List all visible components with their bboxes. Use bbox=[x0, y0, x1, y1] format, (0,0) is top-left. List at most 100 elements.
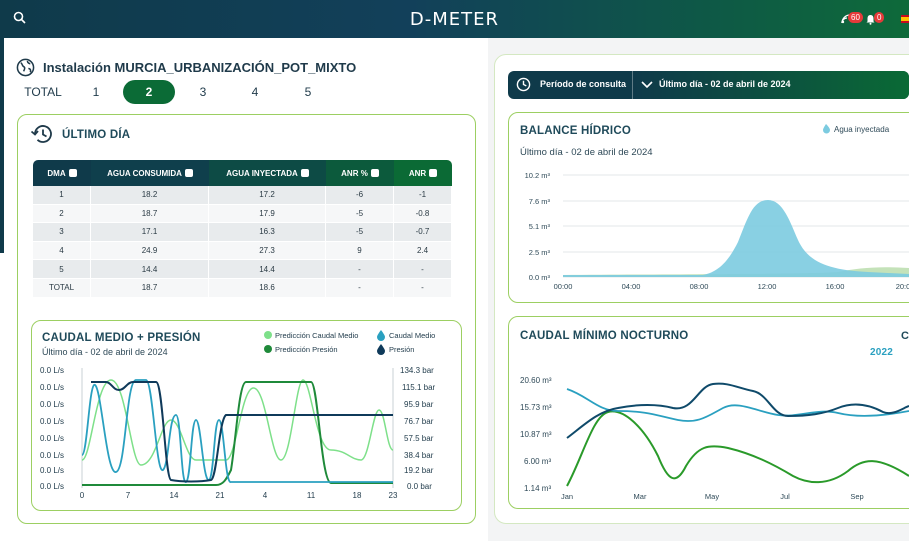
table-row[interactable]: 3 17.1 16.3 -5 -0.7 bbox=[33, 223, 452, 242]
sort-icon[interactable] bbox=[184, 169, 193, 178]
balance-chart: Agua inyectada 10.2 m³ 7.6 m³ 5.1 m³ 2.5… bbox=[525, 124, 909, 291]
nocturno-chart: 20.60 m³ 15.73 m³ 10.87 m³ 6.00 m³ 1.14 … bbox=[520, 376, 909, 501]
legend-pred-presion[interactable]: Predicción Presión bbox=[275, 345, 338, 354]
top-bar: D-METER 60 0 bbox=[0, 0, 909, 38]
y-tick: 6.00 m³ bbox=[524, 457, 551, 466]
search-icon[interactable] bbox=[12, 10, 28, 26]
caudal-presion-title: CAUDAL MEDIO + PRESIÓN bbox=[42, 332, 201, 344]
globe-icon bbox=[16, 58, 35, 77]
x-tick: Jan bbox=[561, 492, 573, 501]
legend-presion[interactable]: Presión bbox=[389, 345, 414, 354]
col-dma[interactable]: DMA bbox=[33, 160, 91, 186]
series-nocturno-teal[interactable] bbox=[566, 388, 909, 422]
series-nocturno-green[interactable] bbox=[566, 410, 909, 487]
period-dropdown[interactable]: Último día - 02 de abril de 2024 bbox=[633, 71, 909, 99]
x-tick: Sep bbox=[850, 492, 863, 501]
right-tick: 19.2 bar bbox=[404, 466, 434, 475]
left-tick: 0.0 L/s bbox=[40, 466, 64, 475]
balance-x-axis: 00:00 04:00 08:00 12:00 16:00 20:0 bbox=[554, 282, 909, 291]
y-tick: 10.2 m³ bbox=[525, 171, 551, 180]
legend-caudal-medio[interactable]: Caudal Medio bbox=[389, 331, 435, 340]
legend-dot-pred-presion bbox=[264, 345, 272, 353]
table-row-total[interactable]: TOTAL 18.7 18.6- - bbox=[33, 278, 452, 298]
brand-logo: D-METER bbox=[409, 9, 500, 30]
x-tick: 08:00 bbox=[690, 282, 709, 291]
series-prediccion-presion[interactable] bbox=[82, 381, 393, 486]
legend-drop-agua-inyectada bbox=[823, 124, 830, 134]
left-tick: 0.0 L/s bbox=[40, 451, 64, 460]
period-label: Período de consulta bbox=[540, 79, 627, 89]
tab-2[interactable]: 2 bbox=[123, 80, 175, 104]
sort-icon[interactable] bbox=[370, 169, 379, 178]
left-tick: 0.0 L/s bbox=[40, 434, 64, 443]
chevron-down-icon[interactable] bbox=[641, 81, 653, 89]
series-prediccion-caudal[interactable] bbox=[81, 379, 394, 466]
x-tick: 7 bbox=[126, 491, 131, 500]
caudal-presion-subtitle: Último día - 02 de abril de 2024 bbox=[42, 347, 168, 357]
table-row[interactable]: 2 18.7 17.9 -5 -0.8 bbox=[33, 204, 452, 224]
alerts-badge[interactable]: 0 bbox=[874, 12, 885, 23]
legend-agua-inyectada[interactable]: Agua inyectada bbox=[834, 125, 890, 134]
installation-header: Instalación MURCIA_URBANIZACIÓN_POT_MIXT… bbox=[16, 58, 356, 77]
dma-table-header: DMA AGUA CONSUMIDA AGUA INYECTADA ANR % … bbox=[33, 160, 452, 186]
dma-table: DMA AGUA CONSUMIDA AGUA INYECTADA ANR % … bbox=[33, 160, 452, 298]
clock-icon bbox=[516, 77, 531, 92]
bell-icon[interactable] bbox=[866, 14, 875, 25]
cell: 4 bbox=[33, 241, 91, 261]
col-agua-consumida[interactable]: AGUA CONSUMIDA bbox=[91, 160, 209, 186]
balance-title: BALANCE HÍDRICO bbox=[520, 125, 631, 137]
period-selector[interactable]: Período de consulta Último día - 02 de a… bbox=[508, 71, 909, 99]
nocturno-title: CAUDAL MÍNIMO NOCTURNO bbox=[520, 330, 689, 342]
series-nocturno-dark[interactable] bbox=[566, 382, 909, 439]
tab-total[interactable]: TOTAL bbox=[24, 85, 62, 99]
series-caudal-medio[interactable] bbox=[81, 379, 393, 483]
col-anr[interactable]: ANR bbox=[394, 160, 452, 186]
y-tick: 15.73 m³ bbox=[520, 403, 552, 412]
notifications-badge[interactable]: 60 bbox=[848, 12, 863, 23]
y-tick: 7.6 m³ bbox=[529, 197, 551, 206]
caudal-nocturno-card bbox=[508, 316, 909, 509]
table-row[interactable]: 5 14.4 14.4- - bbox=[33, 260, 452, 279]
x-tick: 00:00 bbox=[554, 282, 573, 291]
left-tick: 0.0 L/s bbox=[40, 417, 64, 426]
x-tick: Mar bbox=[634, 492, 647, 501]
cell: 14.4 bbox=[91, 260, 209, 279]
tab-1[interactable]: 1 bbox=[92, 85, 100, 99]
legend-drop-presion bbox=[377, 344, 385, 355]
series-presion[interactable] bbox=[91, 381, 393, 483]
y-tick: 5.1 m³ bbox=[529, 222, 551, 231]
sort-icon[interactable] bbox=[300, 169, 309, 178]
caudal-right-axis: 134.3 bar 115.1 bar 95.9 bar 76.7 bar 57… bbox=[400, 366, 436, 491]
table-row[interactable]: 1 18.2 17.2 -6 -1 bbox=[33, 186, 452, 205]
right-tick: 95.9 bar bbox=[404, 400, 434, 409]
sort-icon[interactable] bbox=[68, 169, 77, 178]
series-agua-inyectada-area[interactable] bbox=[563, 200, 909, 277]
cell: 14.4 bbox=[209, 260, 326, 279]
legend-pred-caudal[interactable]: Predicción Caudal Medio bbox=[275, 331, 358, 340]
table-row[interactable]: 4 24.9 27.3 9 2.4 bbox=[33, 241, 452, 261]
nocturno-x-axis: Jan Mar May Jul Sep bbox=[561, 492, 864, 501]
nocturno-y-axis: 20.60 m³ 15.73 m³ 10.87 m³ 6.00 m³ 1.14 … bbox=[520, 376, 552, 493]
y-tick: 0.0 m³ bbox=[529, 273, 551, 282]
right-tick: 38.4 bar bbox=[404, 451, 434, 460]
x-tick: 20:0 bbox=[896, 282, 909, 291]
x-tick: May bbox=[705, 492, 719, 501]
tab-5[interactable]: 5 bbox=[304, 85, 312, 99]
tab-3[interactable]: 3 bbox=[199, 85, 207, 99]
right-tick: 134.3 bar bbox=[400, 366, 434, 375]
cell: 3 bbox=[33, 223, 91, 242]
sort-icon[interactable] bbox=[429, 169, 438, 178]
x-tick: 21 bbox=[216, 491, 225, 500]
cell: -0.8 bbox=[394, 204, 452, 224]
col-anr-pct[interactable]: ANR % bbox=[326, 160, 394, 186]
spain-flag-icon[interactable] bbox=[901, 15, 909, 23]
col-agua-inyectada[interactable]: AGUA INYECTADA bbox=[209, 160, 326, 186]
nocturno-year: 2022 bbox=[870, 347, 894, 358]
right-tick: 76.7 bar bbox=[404, 417, 434, 426]
x-tick: 14 bbox=[170, 491, 179, 500]
tab-4[interactable]: 4 bbox=[251, 85, 259, 99]
caudal-left-axis: 0.0 L/s 0.0 L/s 0.0 L/s 0.0 L/s 0.0 L/s … bbox=[40, 366, 64, 491]
cell: 2.4 bbox=[394, 241, 452, 261]
ultimo-dia-title: ÚLTIMO DÍA bbox=[62, 129, 131, 141]
cell: 17.1 bbox=[91, 223, 209, 242]
